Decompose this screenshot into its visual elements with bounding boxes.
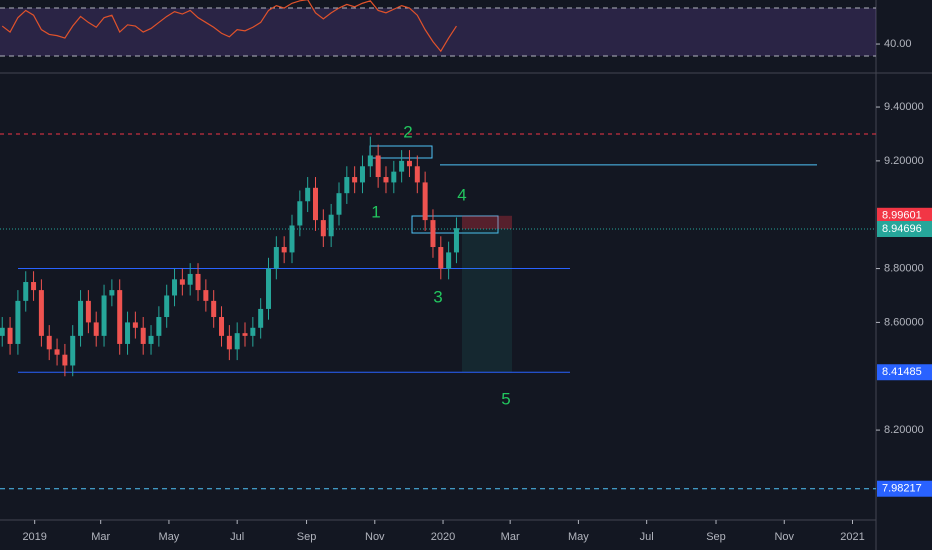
candle-body: [219, 317, 225, 336]
candle-body: [187, 273, 193, 285]
candle-body: [289, 225, 295, 253]
x-tick-label: Sep: [706, 531, 726, 543]
candle-body: [172, 279, 178, 296]
y-tick-label: 9.40000: [884, 101, 924, 113]
candle-body: [101, 295, 107, 336]
y-tick-label: 9.20000: [884, 155, 924, 167]
x-tick-label: Nov: [774, 531, 794, 543]
candle-body: [38, 290, 44, 336]
candle-body: [352, 177, 358, 183]
candle-body: [281, 247, 287, 253]
candle-body: [195, 273, 201, 291]
candle-body: [320, 220, 326, 237]
candle-body: [242, 333, 248, 336]
price-tag-label: 7.98217: [882, 483, 922, 495]
x-tick-label: Sep: [297, 531, 317, 543]
price-tag-label: 8.41485: [882, 366, 922, 378]
candle-body: [7, 327, 13, 344]
x-tick-label: Nov: [365, 531, 385, 543]
candle-body: [164, 295, 170, 318]
candle-body: [85, 300, 91, 323]
candle-body: [422, 182, 428, 221]
candle-body: [344, 177, 350, 194]
wave-label: 3: [433, 287, 442, 306]
candle-body: [328, 214, 334, 237]
candle-body: [391, 171, 397, 183]
x-tick-label: 2021: [840, 531, 864, 543]
rsi-band: [0, 8, 876, 57]
wave-label: 2: [403, 122, 412, 141]
candle-body: [179, 279, 185, 285]
candle-body: [312, 187, 318, 221]
candle-body: [258, 308, 264, 328]
price-tag: [877, 364, 932, 381]
candle-body: [336, 193, 342, 215]
x-tick-label: Mar: [91, 531, 110, 543]
rsi-line: [1, 0, 457, 53]
price-tag-label: 8.99601: [882, 210, 922, 222]
candle-body: [430, 220, 436, 248]
rsi-tick-label: 40.00: [884, 38, 912, 50]
candle-body: [406, 160, 412, 167]
candle-body: [132, 322, 138, 328]
x-tick-label: 2019: [22, 531, 46, 543]
candle-body: [438, 247, 444, 269]
candle-body: [54, 349, 60, 355]
price-tag: [877, 480, 932, 497]
price-tag-label: 8.94696: [882, 223, 922, 235]
candle-body: [250, 327, 256, 336]
candle-body: [446, 252, 452, 269]
x-tick-label: 2020: [431, 531, 455, 543]
candle-body: [211, 300, 217, 318]
candle-body: [297, 201, 303, 226]
candle-body: [62, 354, 68, 366]
candle-body: [305, 187, 311, 202]
candle-body: [414, 166, 420, 183]
candle-body: [109, 290, 115, 296]
candle-body: [125, 322, 131, 344]
wave-label: 1: [371, 202, 380, 221]
candle-body: [399, 160, 405, 172]
y-tick-label: 8.60000: [884, 316, 924, 328]
x-tick-label: May: [568, 531, 589, 543]
risk-zone: [462, 215, 512, 229]
candle-body: [383, 177, 389, 183]
candle-body: [453, 228, 459, 253]
candle-body: [156, 317, 162, 336]
reward-zone: [462, 228, 512, 373]
wave-label: 5: [501, 389, 510, 408]
candle-body: [375, 155, 381, 178]
x-tick-label: Mar: [501, 531, 520, 543]
wave-label: 4: [457, 185, 466, 204]
candle-body: [273, 247, 279, 269]
y-tick-label: 8.20000: [884, 424, 924, 436]
candle-body: [234, 333, 240, 350]
candle-body: [359, 166, 365, 183]
candle-body: [23, 282, 29, 301]
candle-body: [15, 300, 21, 344]
candle-body: [140, 327, 146, 344]
candle-body: [367, 155, 373, 167]
price-tag: [877, 220, 932, 237]
candle-body: [0, 327, 5, 336]
candle-body: [203, 290, 209, 301]
price-tag: [877, 207, 932, 224]
x-tick-label: May: [159, 531, 180, 543]
candle-body: [93, 322, 99, 336]
candle-body: [117, 290, 123, 344]
candle-body: [148, 335, 154, 344]
candle-body: [46, 335, 52, 350]
x-tick-label: Jul: [640, 531, 654, 543]
candle-body: [266, 268, 272, 309]
x-tick-label: Jul: [230, 531, 244, 543]
candle-body: [78, 300, 84, 336]
candle-body: [31, 282, 37, 291]
y-tick-label: 8.80000: [884, 262, 924, 274]
candle-body: [70, 335, 76, 366]
candle-body: [226, 335, 232, 350]
